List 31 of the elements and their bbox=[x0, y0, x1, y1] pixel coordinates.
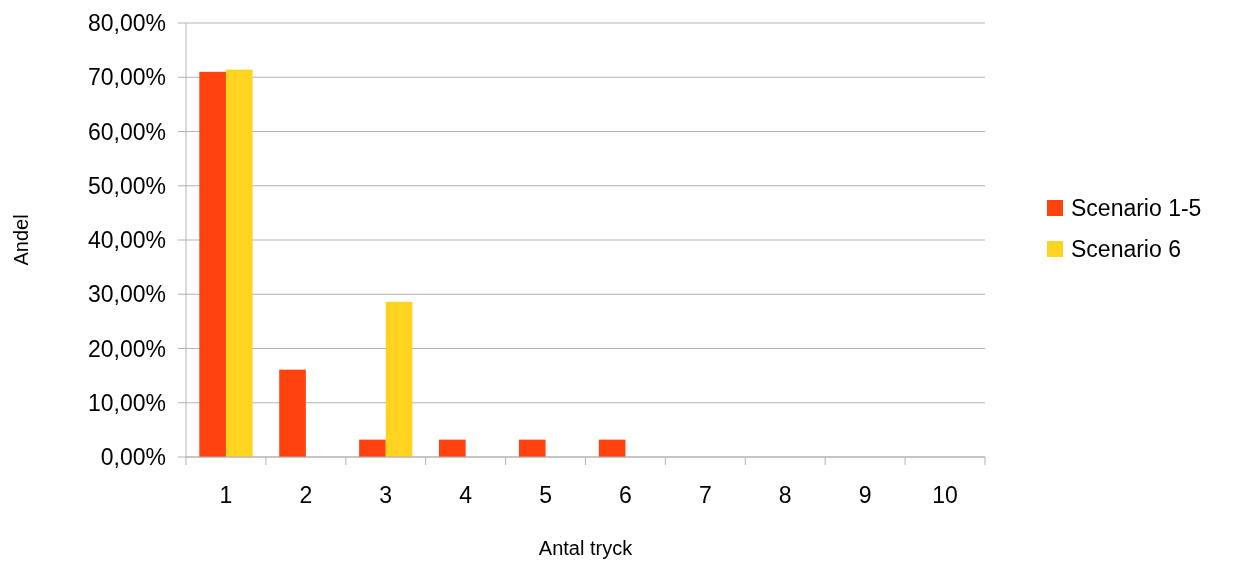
x-tick-label: 6 bbox=[619, 482, 632, 508]
x-tick-label: 4 bbox=[459, 482, 473, 508]
x-tick-label: 2 bbox=[299, 482, 313, 508]
bar bbox=[439, 439, 466, 457]
y-tick-label: 10,00% bbox=[87, 389, 166, 416]
bar bbox=[199, 71, 226, 457]
x-tick-label: 9 bbox=[858, 482, 872, 508]
y-axis-title: Andel bbox=[10, 214, 32, 266]
y-tick-label: 50,00% bbox=[87, 172, 166, 199]
bar bbox=[225, 69, 253, 457]
bar bbox=[385, 301, 413, 457]
y-tick-label: 70,00% bbox=[87, 64, 166, 91]
x-axis-title: Antal tryck bbox=[538, 537, 634, 559]
x-tick-label: 3 bbox=[379, 482, 393, 508]
y-tick-label: 40,00% bbox=[87, 227, 166, 254]
x-tick-label: 1 bbox=[219, 482, 233, 508]
x-tick-label: 5 bbox=[539, 482, 552, 508]
y-tick-label: 30,00% bbox=[87, 281, 166, 308]
x-tick-label: 7 bbox=[698, 482, 712, 508]
bar bbox=[359, 439, 386, 457]
bar bbox=[598, 439, 626, 457]
y-tick-label: 80,00% bbox=[87, 10, 166, 37]
legend-label: Scenario 1-5 bbox=[1071, 195, 1202, 222]
x-tick-label: 8 bbox=[778, 482, 792, 508]
y-tick-label: 60,00% bbox=[87, 118, 166, 145]
bar bbox=[518, 439, 546, 457]
y-tick-label: 0,00% bbox=[100, 444, 166, 471]
bar bbox=[279, 369, 306, 457]
legend-label: Scenario 6 bbox=[1071, 236, 1181, 263]
y-tick-label: 20,00% bbox=[87, 335, 166, 362]
x-tick-label: 10 bbox=[932, 482, 958, 508]
